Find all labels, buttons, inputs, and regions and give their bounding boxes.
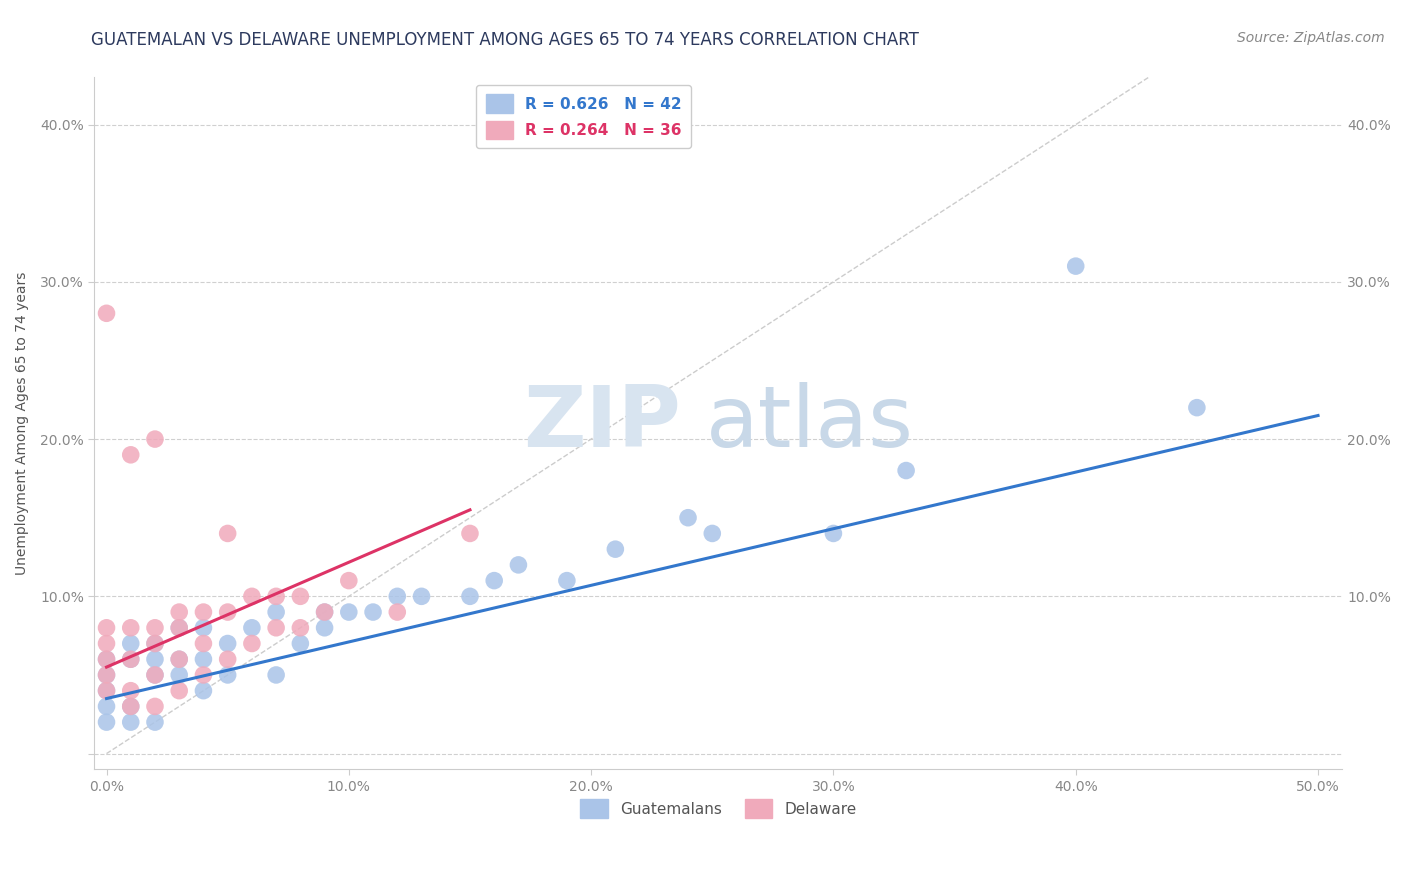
Point (96, 699, 118, 714)
Point (143, 715, 166, 730)
Point (314, 621, 336, 635)
Point (193, 636, 215, 650)
Point (96, 636, 118, 650)
Point (193, 668, 215, 682)
Point (167, 652, 190, 666)
Point (167, 683, 190, 698)
Point (193, 605, 215, 619)
Point (143, 621, 166, 635)
Point (387, 605, 409, 619)
Point (96, 621, 118, 635)
Point (290, 621, 312, 635)
Point (143, 668, 166, 682)
Point (167, 621, 190, 635)
Point (120, 652, 142, 666)
Point (96, 668, 118, 682)
Point (96, 683, 118, 698)
Point (143, 636, 166, 650)
Point (143, 432, 166, 446)
Point (167, 652, 190, 666)
Point (411, 590, 433, 604)
Legend: Guatemalans, Delaware: Guatemalans, Delaware (574, 793, 863, 824)
Point (120, 448, 142, 462)
Point (120, 683, 142, 698)
Point (361, 605, 384, 619)
Point (337, 605, 360, 619)
Point (193, 621, 215, 635)
Point (823, 526, 845, 541)
Point (240, 636, 263, 650)
Point (290, 590, 312, 604)
Point (702, 526, 724, 541)
Text: atlas: atlas (706, 382, 914, 465)
Point (314, 605, 336, 619)
Point (96, 306, 118, 320)
Point (96, 668, 118, 682)
Point (314, 605, 336, 619)
Point (555, 574, 578, 588)
Point (264, 605, 287, 619)
Point (167, 621, 190, 635)
Point (217, 652, 239, 666)
Point (120, 715, 142, 730)
Point (96, 652, 118, 666)
Point (120, 699, 142, 714)
Point (508, 558, 530, 572)
Point (96, 715, 118, 730)
Point (264, 621, 287, 635)
Point (337, 574, 360, 588)
Text: Source: ZipAtlas.com: Source: ZipAtlas.com (1237, 31, 1385, 45)
Text: ZIP: ZIP (523, 382, 681, 465)
Point (387, 590, 409, 604)
Point (120, 636, 142, 650)
Point (217, 605, 239, 619)
Point (143, 652, 166, 666)
Point (217, 526, 239, 541)
Point (482, 574, 505, 588)
Point (217, 636, 239, 650)
Point (96, 683, 118, 698)
Point (264, 668, 287, 682)
Text: GUATEMALAN VS DELAWARE UNEMPLOYMENT AMONG AGES 65 TO 74 YEARS CORRELATION CHART: GUATEMALAN VS DELAWARE UNEMPLOYMENT AMON… (91, 31, 920, 49)
Point (458, 590, 481, 604)
Point (217, 668, 239, 682)
Point (676, 510, 699, 524)
Point (1064, 259, 1087, 273)
Point (240, 590, 263, 604)
Point (167, 605, 190, 619)
Point (167, 668, 190, 682)
Point (894, 464, 917, 478)
Point (290, 636, 312, 650)
Point (458, 526, 481, 541)
Y-axis label: Unemployment Among Ages 65 to 74 years: Unemployment Among Ages 65 to 74 years (15, 272, 30, 575)
Point (264, 590, 287, 604)
Point (240, 621, 263, 635)
Point (120, 652, 142, 666)
Point (193, 683, 215, 698)
Point (120, 699, 142, 714)
Point (143, 636, 166, 650)
Point (193, 652, 215, 666)
Point (143, 699, 166, 714)
Point (143, 668, 166, 682)
Point (96, 652, 118, 666)
Point (1185, 401, 1208, 415)
Point (605, 542, 627, 557)
Point (120, 621, 142, 635)
